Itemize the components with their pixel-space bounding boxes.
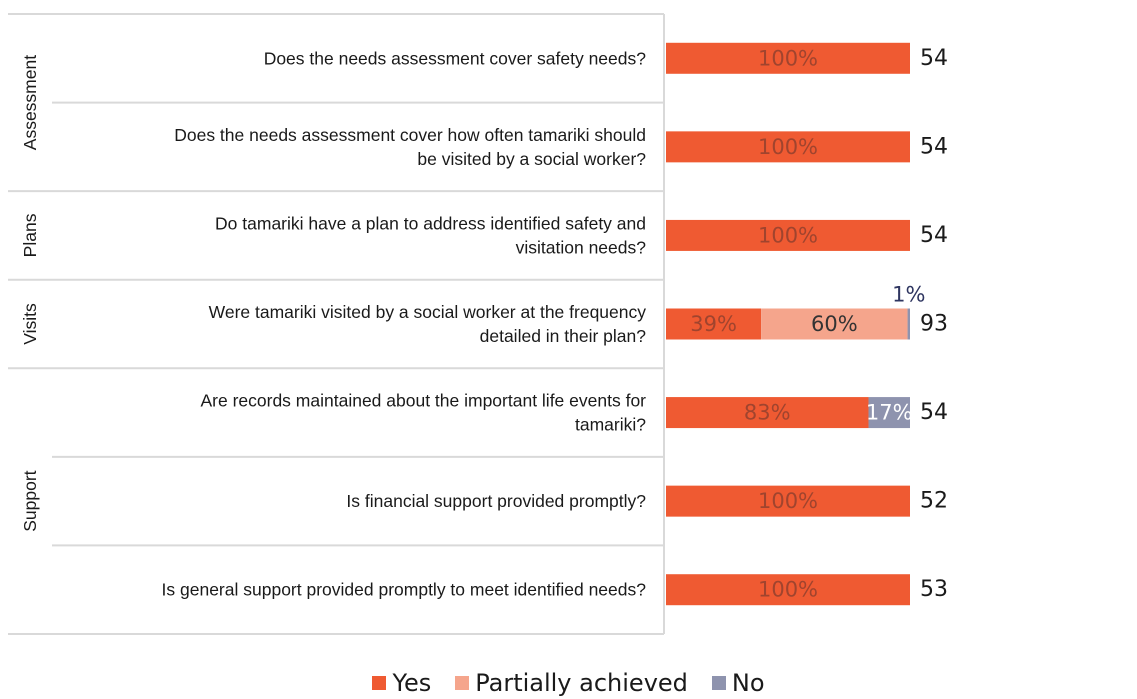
data-label: 100% [758,223,818,247]
group-label: Support [20,470,40,531]
bar-segment-yes [666,574,910,606]
legend-item: Yes [372,669,431,697]
group-label: Assessment [20,55,40,150]
group-label: Plans [20,213,40,257]
bar-segment-yes [666,485,910,517]
data-label: 100% [758,46,818,70]
question-label: Are records maintained about the importa… [200,391,646,411]
legend: Yes Partially achieved No [0,668,1137,697]
question-label: Were tamariki visited by a social worker… [209,302,647,322]
bar-segment-yes [666,397,869,429]
data-label: 100% [758,578,818,602]
sample-size-label: 54 [920,134,948,159]
bar-segment-partially-achieved [761,308,908,340]
sample-size-label: 54 [920,46,948,71]
question-label: tamariki? [575,415,646,435]
data-label: 39% [690,312,737,336]
bar-segment-no [907,308,910,340]
sample-size-label: 54 [920,400,948,425]
legend-label: No [731,669,765,697]
question-label: Do tamariki have a plan to address ident… [215,213,646,233]
bar-segment-yes [666,42,910,74]
question-label: Is financial support provided promptly? [346,491,646,511]
question-label: Does the needs assessment cover how ofte… [174,125,646,145]
legend-swatch [455,676,470,690]
sample-size-label: 53 [920,577,948,602]
data-label: 17% [866,401,913,425]
data-label: 100% [758,489,818,513]
legend-label: Yes [392,669,432,697]
question-label: detailed in their plan? [480,326,647,346]
legend-swatch [372,676,387,690]
bar-segment-no [868,397,910,429]
data-label: 1% [892,283,925,307]
question-label: Does the needs assessment cover safety n… [264,48,647,68]
bar-segment-yes [666,131,910,163]
legend-item: Partially achieved [455,669,688,697]
data-label: 83% [744,401,791,425]
sample-size-label: 52 [920,489,948,514]
legend-label: Partially achieved [475,669,688,697]
bar-segment-yes [666,308,762,340]
question-label: be visited by a social worker? [417,149,646,169]
legend-swatch [711,676,726,690]
group-label: Visits [20,303,40,345]
data-label: 60% [811,312,858,336]
question-label: visitation needs? [516,237,647,257]
data-label: 100% [758,135,818,159]
bar-segment-yes [666,219,910,251]
sample-size-label: 54 [920,223,948,248]
legend-item: No [711,669,765,697]
sample-size-label: 93 [920,312,948,337]
question-label: Is general support provided promptly to … [162,580,647,600]
